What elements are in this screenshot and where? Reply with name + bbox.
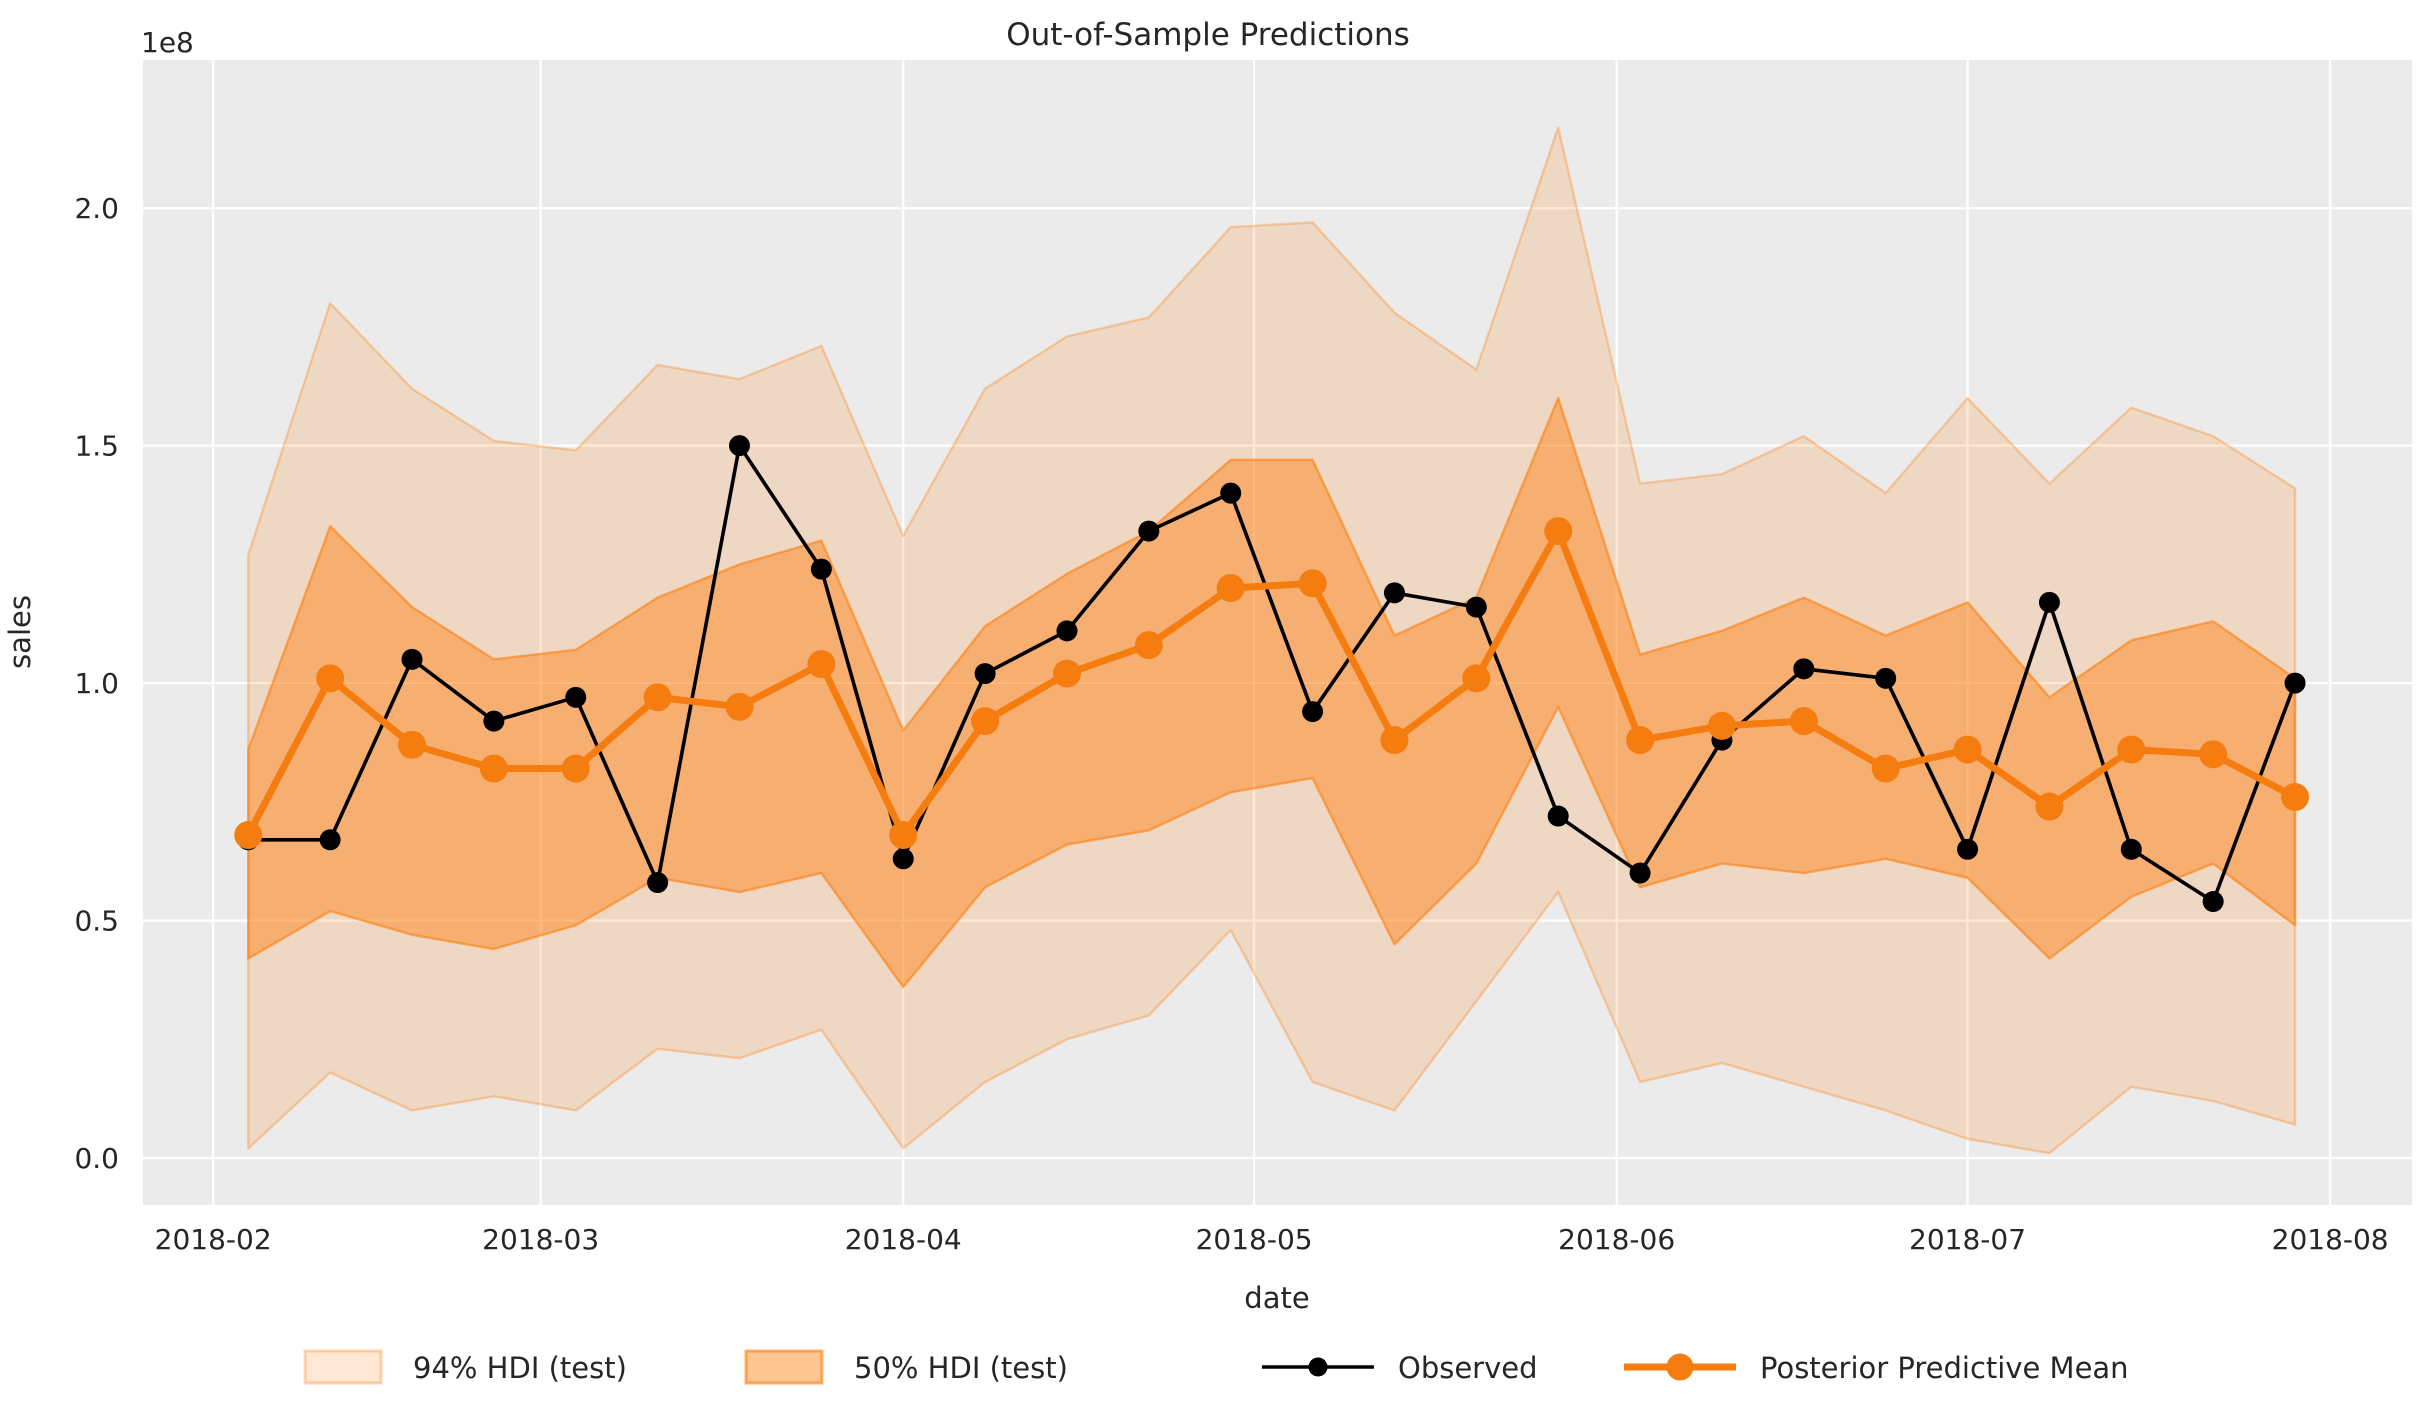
- posterior-predictive-mean-point: [316, 664, 345, 693]
- y-tick-label: 0.0: [74, 1142, 119, 1175]
- posterior-predictive-mean-point: [889, 821, 918, 850]
- hdi-50-band: [247, 396, 2297, 989]
- observed-point: [647, 872, 669, 894]
- posterior-predictive-mean-point: [1052, 659, 1081, 688]
- observed-point: [1957, 838, 1979, 860]
- legend-label: Observed: [1398, 1351, 1538, 1385]
- posterior-predictive-mean-point: [1544, 517, 1573, 546]
- posterior-predictive-mean-point: [2199, 740, 2228, 769]
- x-axis-title: date: [1244, 1281, 1309, 1315]
- legend-label: 94% HDI (test): [413, 1351, 627, 1385]
- observed-point: [1875, 667, 1897, 689]
- posterior-predictive-mean-point: [1626, 726, 1655, 755]
- band-50-swatch: [744, 1349, 824, 1385]
- observed-point: [1302, 701, 1324, 723]
- plot-area: [143, 60, 2412, 1205]
- observed-point: [1138, 520, 1160, 542]
- posterior-predictive-mean-point: [479, 754, 508, 783]
- observed-point: [319, 829, 341, 851]
- x-tick-label: 2018-02: [155, 1223, 272, 1256]
- posterior-predictive-mean-point: [561, 754, 590, 783]
- posterior-predictive-mean-point: [643, 683, 672, 712]
- posterior-predictive-mean-point: [1871, 754, 1900, 783]
- posterior-predictive-mean-point: [725, 692, 754, 721]
- chart-layer: 0.0 0.5 1.0 1.5 2.0 2018-02 2018-03 2018-04 2018…: [74, 60, 2412, 1256]
- legend-label: Posterior Predictive Mean: [1760, 1351, 2129, 1385]
- observed-point: [974, 663, 996, 685]
- y-tick-label: 2.0: [74, 192, 119, 225]
- posterior-predictive-mean-point: [1462, 664, 1491, 693]
- hdi-94-band: [247, 126, 2297, 1155]
- observed-point: [892, 848, 914, 870]
- observed-point: [1793, 658, 1815, 680]
- observed-point: [2120, 838, 2142, 860]
- x-tick-label: 2018-06: [1558, 1223, 1675, 1256]
- observed-point: [401, 648, 423, 670]
- posterior-predictive-mean-point: [1134, 631, 1163, 660]
- observed-point: [2038, 591, 2060, 613]
- posterior-predictive-mean-point: [2117, 735, 2146, 764]
- legend-label: 50% HDI (test): [854, 1351, 1068, 1385]
- y-tick-label: 0.5: [74, 905, 119, 938]
- posterior-predictive-mean-point: [1380, 726, 1409, 755]
- band-94-swatch: [303, 1349, 383, 1385]
- y-axis-offset-label: 1e8: [141, 26, 194, 59]
- observed-point: [1383, 582, 1405, 604]
- posterior-predictive-mean-point: [1216, 574, 1245, 603]
- posterior-predictive-mean-line: [245, 527, 2297, 839]
- x-tick-label: 2018-03: [482, 1223, 599, 1256]
- posterior-predictive-mean-point: [1298, 569, 1327, 598]
- observed-point: [728, 435, 750, 457]
- observed-line: [248, 443, 2297, 904]
- legend: 94% HDI (test) 50% HDI (test) Observed Post…: [303, 1349, 2129, 1385]
- observed-point: [2284, 672, 2306, 694]
- line-mean-sample-dot: [1666, 1353, 1694, 1381]
- observed-point: [1220, 482, 1242, 504]
- posterior-predictive-mean-point: [2035, 792, 2064, 821]
- observed-point: [483, 710, 505, 732]
- y-tick-label: 1.5: [74, 430, 119, 463]
- observed-point: [2202, 891, 2224, 913]
- x-tick-label: 2018-04: [845, 1223, 962, 1256]
- chart-title: Out-of-Sample Predictions: [1006, 17, 1410, 53]
- observed-point: [1056, 620, 1078, 642]
- posterior-predictive-mean-point: [398, 730, 427, 759]
- observed-point: [1465, 596, 1487, 618]
- posterior-predictive-mean-point: [807, 650, 836, 679]
- observed-point: [1629, 862, 1651, 884]
- x-tick-label: 2018-05: [1196, 1223, 1313, 1256]
- x-tick-label: 2018-08: [2272, 1223, 2389, 1256]
- x-tick-label: 2018-07: [1909, 1223, 2026, 1256]
- observed-point: [565, 686, 587, 708]
- posterior-predictive-mean-point: [2281, 783, 2310, 812]
- observed-point: [1547, 805, 1569, 827]
- posterior-predictive-mean-point: [971, 707, 1000, 736]
- posterior-predictive-mean-point: [234, 821, 263, 850]
- y-tick-label: 1.0: [74, 667, 119, 700]
- line-observed-sample-dot: [1308, 1357, 1328, 1377]
- posterior-predictive-mean-point: [1707, 711, 1736, 740]
- posterior-predictive-mean-point: [1953, 735, 1982, 764]
- posterior-predictive-mean-point: [1789, 707, 1818, 736]
- observed-point: [810, 558, 832, 580]
- y-axis-title: sales: [3, 595, 37, 669]
